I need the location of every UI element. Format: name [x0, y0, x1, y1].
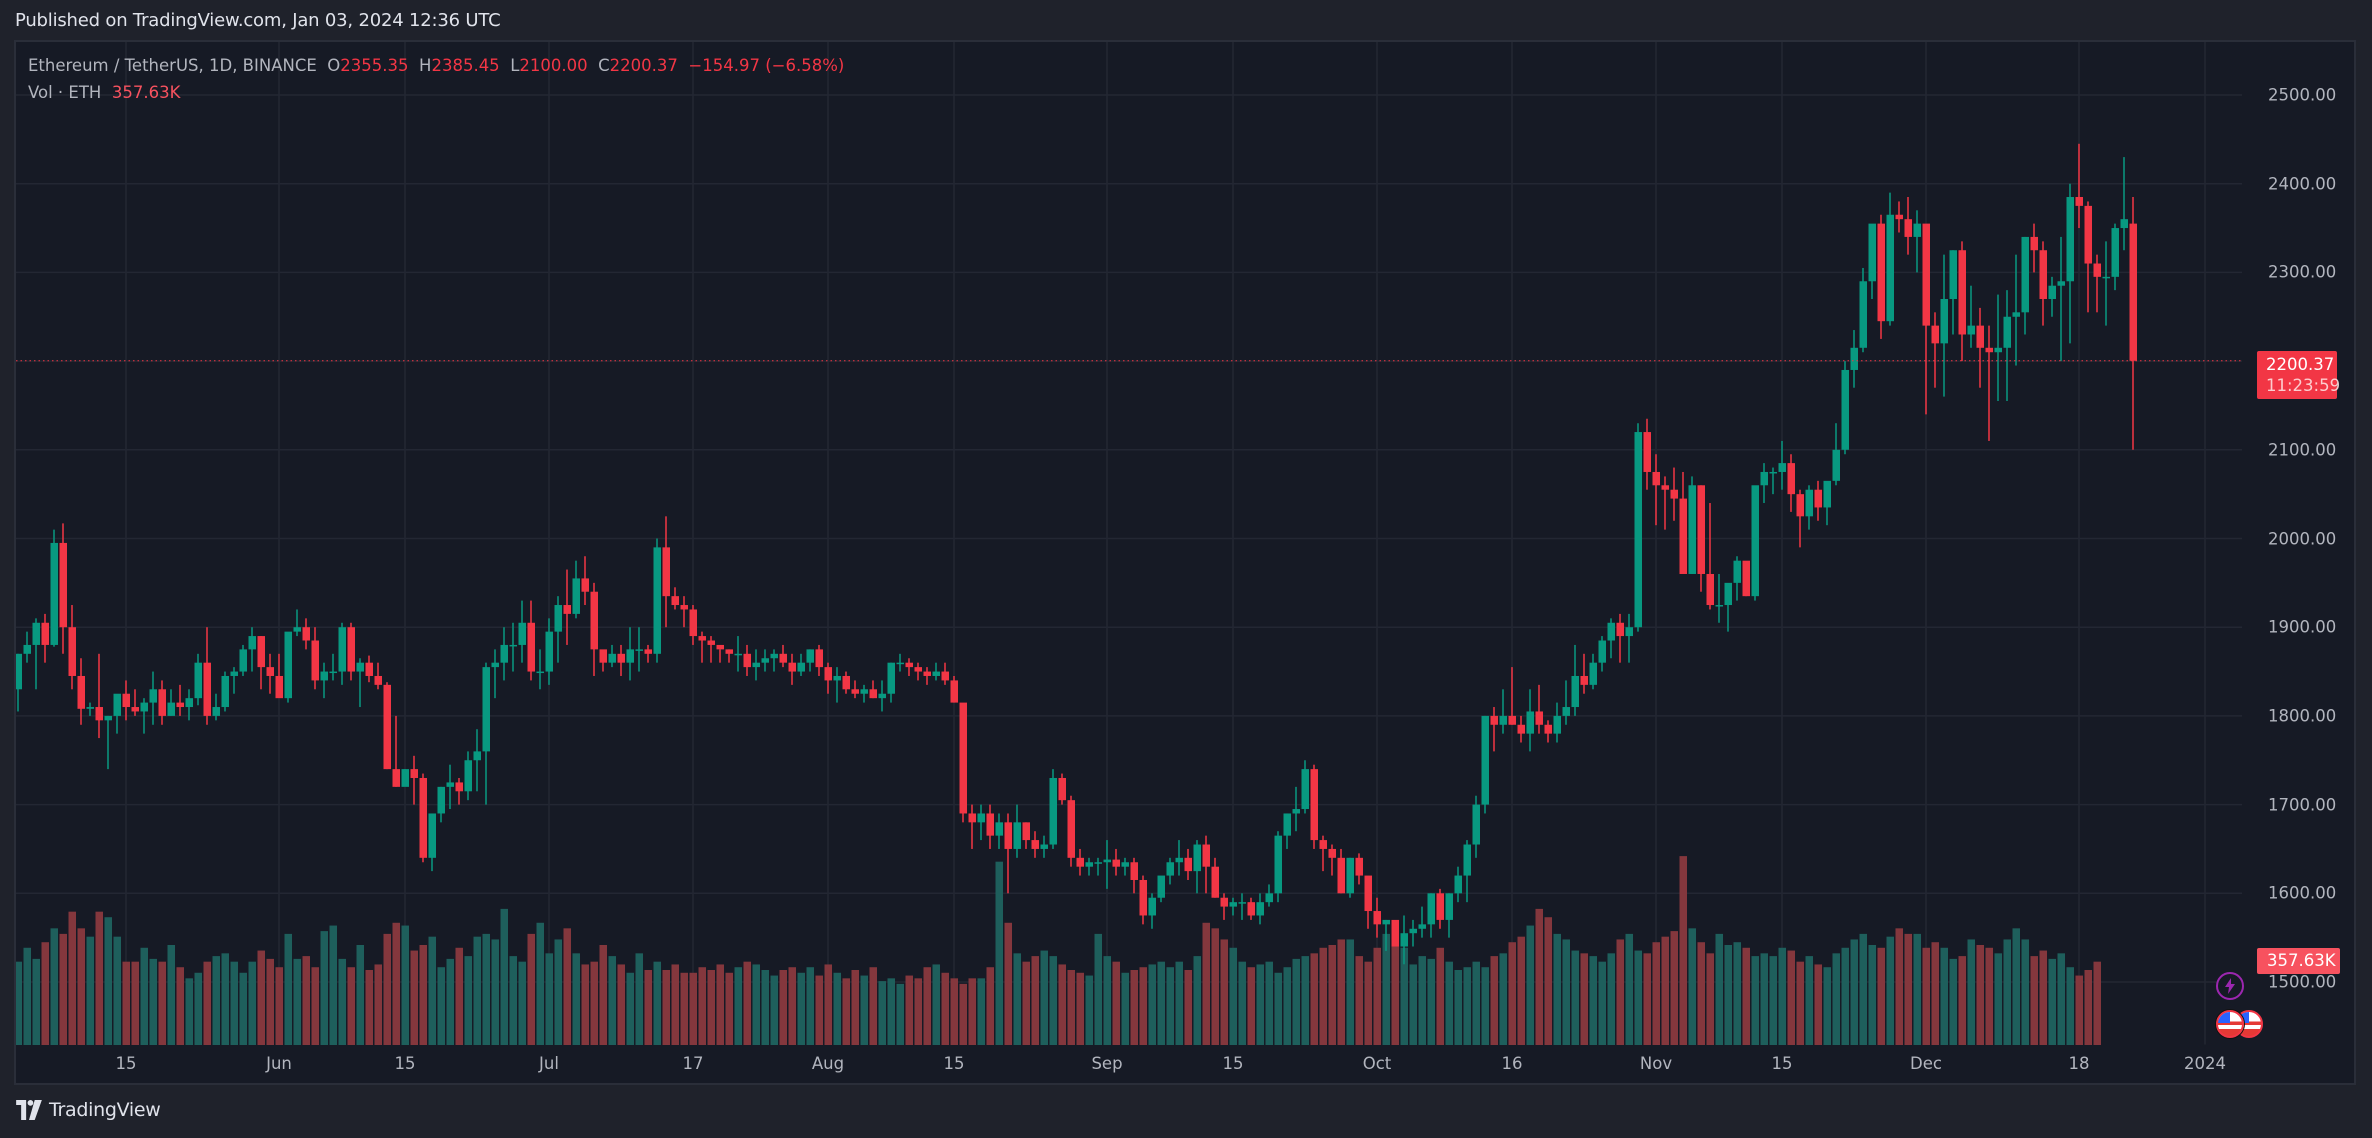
symbol-legend: Ethereum / TetherUS, 1D, BINANCE O2355.3…	[28, 52, 844, 106]
time-axis-label: Jun	[266, 1054, 292, 1073]
chart-pane[interactable]: Ethereum / TetherUS, 1D, BINANCE O2355.3…	[14, 40, 2356, 1085]
price-axis-label: 2100.00	[2268, 440, 2337, 460]
time-axis-label: 18	[2068, 1054, 2090, 1073]
last-volume-tag: 357.63K	[2257, 948, 2340, 974]
time-axis-label: Nov	[1639, 1054, 1673, 1073]
bar-countdown: 11:23:59	[2266, 375, 2341, 395]
time-axis-label: 15	[394, 1054, 416, 1073]
time-axis-label: 15	[115, 1054, 137, 1073]
price-axis-label: 2300.00	[2268, 262, 2337, 282]
volume-title[interactable]: Vol · ETH	[28, 83, 102, 102]
candlestick-chart[interactable]	[16, 42, 2356, 1085]
published-caption: Published on TradingView.com, Jan 03, 20…	[15, 10, 501, 31]
change-value: −154.97 (−6.58%)	[688, 56, 845, 75]
time-axis-label: 17	[682, 1054, 704, 1073]
time-axis-label: 15	[1222, 1054, 1244, 1073]
tradingview-logo-icon[interactable]	[15, 1100, 43, 1120]
symbol-title[interactable]: Ethereum / TetherUS, 1D, BINANCE	[28, 56, 317, 75]
price-axis-label: 1600.00	[2268, 883, 2337, 903]
us-flag-event-icon[interactable]	[2216, 1010, 2244, 1038]
tradingview-brand[interactable]: TradingView	[49, 1099, 161, 1121]
price-axis-label: 1500.00	[2268, 972, 2337, 992]
time-axis-label: 15	[943, 1054, 965, 1073]
open-value: 2355.35	[340, 56, 409, 75]
close-value: 2200.37	[609, 56, 678, 75]
time-axis-label: Aug	[811, 1054, 845, 1073]
lightning-event-icon[interactable]	[2216, 972, 2244, 1000]
time-axis-label: 2024	[2184, 1054, 2226, 1073]
time-axis-label: Sep	[1091, 1054, 1123, 1073]
time-axis-label: 16	[1501, 1054, 1523, 1073]
price-axis-label: 2500.00	[2268, 85, 2337, 105]
volume-legend-row: Vol · ETH 357.63K	[28, 79, 844, 106]
price-axis-label: 1900.00	[2268, 617, 2337, 637]
time-axis-label: 15	[1771, 1054, 1793, 1073]
volume-value: 357.63K	[111, 83, 181, 102]
ohlc-legend-row: Ethereum / TetherUS, 1D, BINANCE O2355.3…	[28, 56, 845, 75]
high-value: 2385.45	[431, 56, 500, 75]
last-price-tag: 2200.37 11:23:59	[2257, 350, 2341, 399]
price-axis-label: 2000.00	[2268, 529, 2337, 548]
last-price: 2200.37	[2266, 354, 2335, 374]
time-axis-label: Jul	[539, 1054, 559, 1073]
footer: TradingView	[15, 1099, 161, 1121]
time-axis-label: Oct	[1362, 1054, 1392, 1073]
price-axis-label: 1800.00	[2268, 706, 2337, 726]
time-axis-label: Dec	[1910, 1054, 1942, 1073]
low-value: 2100.00	[519, 56, 588, 75]
price-axis-label: 2400.00	[2268, 174, 2337, 194]
price-axis-label: 1700.00	[2268, 795, 2337, 815]
